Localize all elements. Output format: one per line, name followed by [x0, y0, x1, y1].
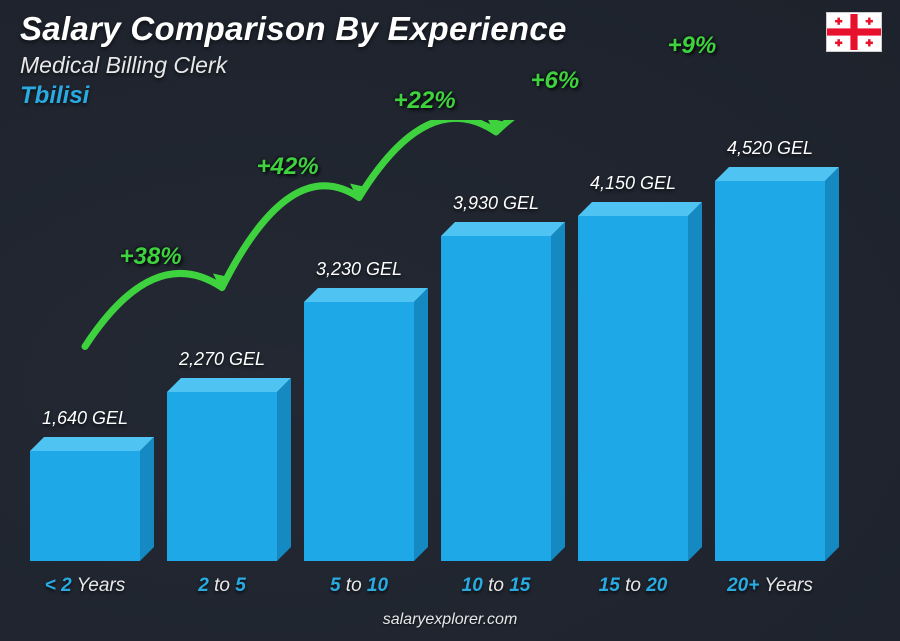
bar-side	[414, 288, 428, 561]
bar-top	[304, 288, 428, 302]
bar-front	[578, 216, 688, 561]
bar-front	[304, 302, 414, 561]
bar-side	[551, 222, 565, 561]
bar-slot: 3,230 GEL5 to 10	[304, 181, 414, 561]
bar-side	[277, 378, 291, 561]
bar-top	[167, 378, 291, 392]
page-title: Salary Comparison By Experience	[20, 10, 567, 48]
bar-top	[578, 202, 702, 216]
bar-top	[441, 222, 565, 236]
value-label: 1,640 GEL	[15, 408, 155, 429]
bar-front	[30, 451, 140, 561]
infographic-stage: Salary Comparison By Experience Medical …	[0, 0, 900, 641]
bar-front	[715, 181, 825, 561]
value-label: 3,930 GEL	[426, 193, 566, 214]
bar-slot: 3,930 GEL10 to 15	[441, 181, 551, 561]
value-label: 2,270 GEL	[152, 349, 292, 370]
value-label: 3,230 GEL	[289, 259, 429, 280]
bar-slot: 4,150 GEL15 to 20	[578, 181, 688, 561]
category-label: < 2 Years	[15, 575, 155, 597]
bar-chart: 1,640 GEL< 2 Years2,270 GEL2 to 53,230 G…	[30, 120, 850, 561]
category-label: 10 to 15	[426, 575, 566, 597]
bar-slot: 2,270 GEL2 to 5	[167, 181, 277, 561]
category-label: 15 to 20	[563, 575, 703, 597]
category-label: 5 to 10	[289, 575, 429, 597]
bar-side	[140, 437, 154, 561]
bar-slot: 4,520 GEL20+ Years	[715, 181, 825, 561]
pct-change-label: +42%	[257, 153, 319, 181]
flag-georgia-icon	[826, 12, 882, 52]
value-label: 4,150 GEL	[563, 173, 703, 194]
footer-attribution: salaryexplorer.com	[0, 611, 900, 629]
bar-side	[688, 202, 702, 561]
pct-change-label: +22%	[394, 87, 456, 115]
pct-change-label: +6%	[531, 67, 580, 95]
page-location: Tbilisi	[20, 82, 89, 110]
category-label: 2 to 5	[152, 575, 292, 597]
bar-top	[30, 437, 154, 451]
page-subtitle: Medical Billing Clerk	[20, 52, 227, 79]
category-label: 20+ Years	[700, 575, 840, 597]
bar-slot: 1,640 GEL< 2 Years	[30, 181, 140, 561]
bar-top	[715, 167, 839, 181]
bar-front	[167, 392, 277, 561]
pct-change-label: +38%	[120, 243, 182, 271]
bar-side	[825, 167, 839, 561]
value-label: 4,520 GEL	[700, 138, 840, 159]
pct-change-label: +9%	[668, 32, 717, 60]
bar-front	[441, 236, 551, 561]
